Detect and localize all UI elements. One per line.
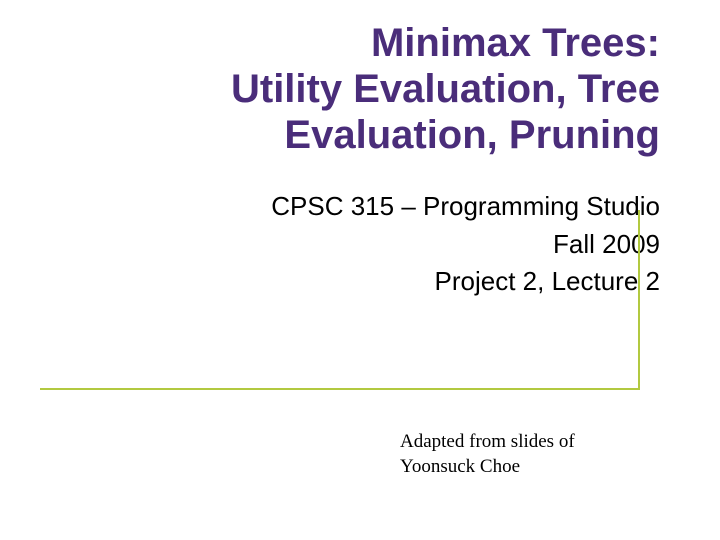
subtitle-block: CPSC 315 – Programming Studio Fall 2009 …: [40, 188, 680, 301]
attribution-block: Adapted from slides of Yoonsuck Choe: [400, 430, 575, 479]
subtitle-line-1: CPSC 315 – Programming Studio: [40, 188, 660, 226]
subtitle-line-2: Fall 2009: [40, 226, 660, 264]
subtitle-line-3: Project 2, Lecture 2: [40, 263, 660, 301]
title-block: Minimax Trees: Utility Evaluation, Tree …: [40, 20, 680, 158]
divider-horizontal: [40, 388, 640, 390]
attribution-line-1: Adapted from slides of: [400, 430, 575, 455]
title-line-3: Evaluation, Pruning: [40, 112, 660, 158]
attribution-line-2: Yoonsuck Choe: [400, 455, 575, 480]
slide-container: Minimax Trees: Utility Evaluation, Tree …: [0, 0, 720, 540]
title-line-1: Minimax Trees:: [40, 20, 660, 66]
title-line-2: Utility Evaluation, Tree: [40, 66, 660, 112]
divider-vertical: [638, 210, 640, 390]
